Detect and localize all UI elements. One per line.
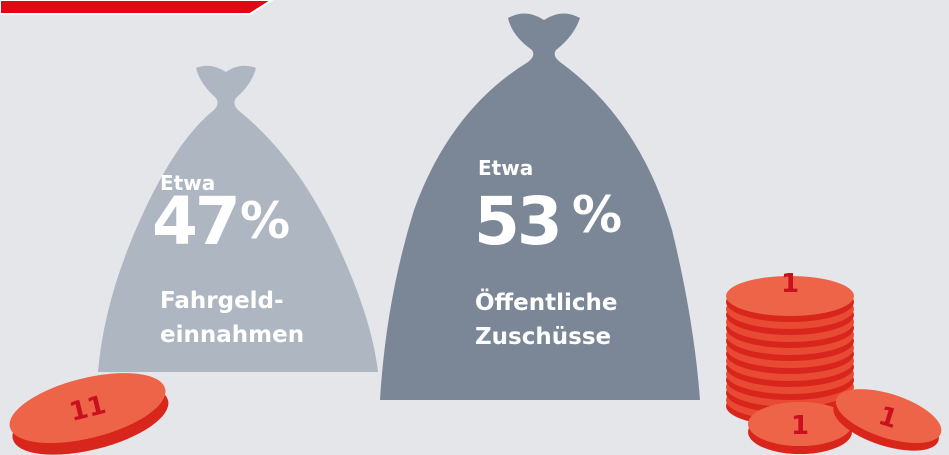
bag-label: Fahrgeld- <box>160 288 284 314</box>
banner <box>0 0 272 14</box>
coin: 1 <box>781 269 799 299</box>
bag-prefix: Etwa <box>478 156 533 180</box>
bag-label: Öffentliche <box>475 288 618 316</box>
bag-unit: % <box>572 186 622 244</box>
bag-value: 47 <box>152 183 238 260</box>
infographic: Etwa 47 % Fahrgeld- einnahmen Etwa 53 % … <box>0 0 949 455</box>
coin: 11 <box>3 360 176 455</box>
bag-value: 53 <box>474 183 560 260</box>
bag-label: einnahmen <box>160 322 304 348</box>
body: Etwa 47 % Fahrgeld- einnahmen Etwa 53 % … <box>0 0 949 455</box>
bag-unit: % <box>240 192 290 250</box>
page: Infografik {"bags": [ {"prefix": "Etwa",… <box>0 0 949 455</box>
bag-label: Zuschüsse <box>475 324 611 350</box>
coin-label: 1 <box>791 411 809 441</box>
coin-label: 1 <box>781 269 799 299</box>
